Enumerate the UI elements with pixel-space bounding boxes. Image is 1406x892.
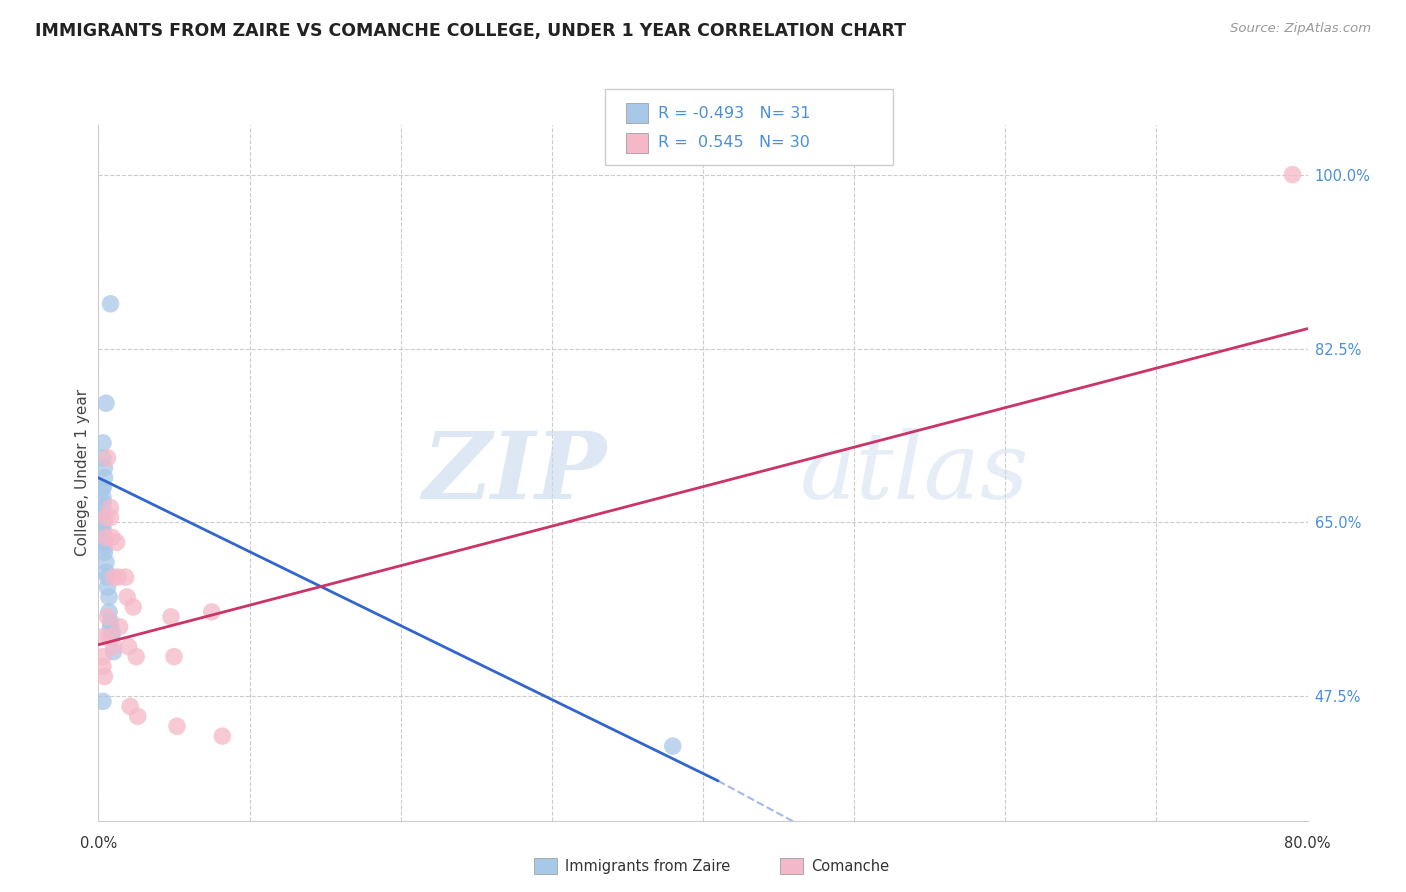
Point	[122, 599, 145, 614]
Point	[211, 729, 233, 743]
Point	[101, 630, 124, 644]
Point	[98, 605, 121, 619]
Point	[1281, 168, 1303, 182]
Point	[108, 620, 131, 634]
Point	[91, 630, 114, 644]
Text: 80.0%: 80.0%	[1284, 836, 1331, 851]
Point	[91, 481, 114, 495]
Point	[125, 649, 148, 664]
Point	[93, 460, 115, 475]
Point	[93, 541, 115, 555]
Point	[93, 471, 115, 485]
Point	[662, 739, 685, 753]
Point	[96, 580, 118, 594]
Point	[91, 659, 114, 673]
Point	[91, 450, 114, 465]
Point	[91, 436, 114, 450]
Text: Source: ZipAtlas.com: Source: ZipAtlas.com	[1230, 22, 1371, 36]
Point	[91, 491, 114, 505]
Point	[201, 605, 224, 619]
Point	[101, 624, 124, 639]
Text: atlas: atlas	[800, 428, 1029, 517]
Text: R =  0.545   N= 30: R = 0.545 N= 30	[658, 136, 810, 150]
Point	[91, 495, 114, 509]
Point	[107, 570, 129, 584]
Point	[91, 694, 114, 708]
Point	[127, 709, 149, 723]
Text: ZIP: ZIP	[422, 428, 606, 517]
Point	[91, 520, 114, 534]
Point	[103, 570, 125, 584]
Point	[91, 510, 114, 524]
Point	[98, 590, 121, 604]
Text: R = -0.493   N= 31: R = -0.493 N= 31	[658, 106, 810, 120]
Text: IMMIGRANTS FROM ZAIRE VS COMANCHE COLLEGE, UNDER 1 YEAR CORRELATION CHART: IMMIGRANTS FROM ZAIRE VS COMANCHE COLLEG…	[35, 22, 905, 40]
Point	[120, 699, 142, 714]
Text: Immigrants from Zaire: Immigrants from Zaire	[565, 859, 731, 873]
Point	[160, 610, 183, 624]
Text: 0.0%: 0.0%	[80, 836, 117, 851]
Point	[91, 525, 114, 540]
Point	[96, 610, 118, 624]
Point	[163, 649, 186, 664]
Point	[94, 510, 117, 524]
Point	[100, 500, 122, 515]
Point	[101, 530, 124, 544]
Point	[91, 649, 114, 664]
Point	[91, 516, 114, 530]
Point	[96, 570, 118, 584]
Text: Comanche: Comanche	[811, 859, 890, 873]
Point	[100, 615, 122, 629]
Point	[103, 640, 125, 654]
Point	[94, 396, 117, 410]
Point	[96, 450, 118, 465]
Point	[103, 645, 125, 659]
Point	[94, 565, 117, 579]
Point	[98, 630, 121, 644]
Point	[93, 669, 115, 683]
Point	[100, 510, 122, 524]
Point	[166, 719, 188, 733]
Point	[100, 620, 122, 634]
Point	[105, 535, 128, 549]
Y-axis label: College, Under 1 year: College, Under 1 year	[75, 389, 90, 557]
Point	[114, 570, 136, 584]
Point	[100, 297, 122, 311]
Point	[94, 530, 117, 544]
Point	[91, 500, 114, 515]
Point	[115, 590, 138, 604]
Point	[93, 535, 115, 549]
Point	[94, 555, 117, 569]
Point	[91, 481, 114, 495]
Point	[118, 640, 141, 654]
Point	[93, 545, 115, 559]
